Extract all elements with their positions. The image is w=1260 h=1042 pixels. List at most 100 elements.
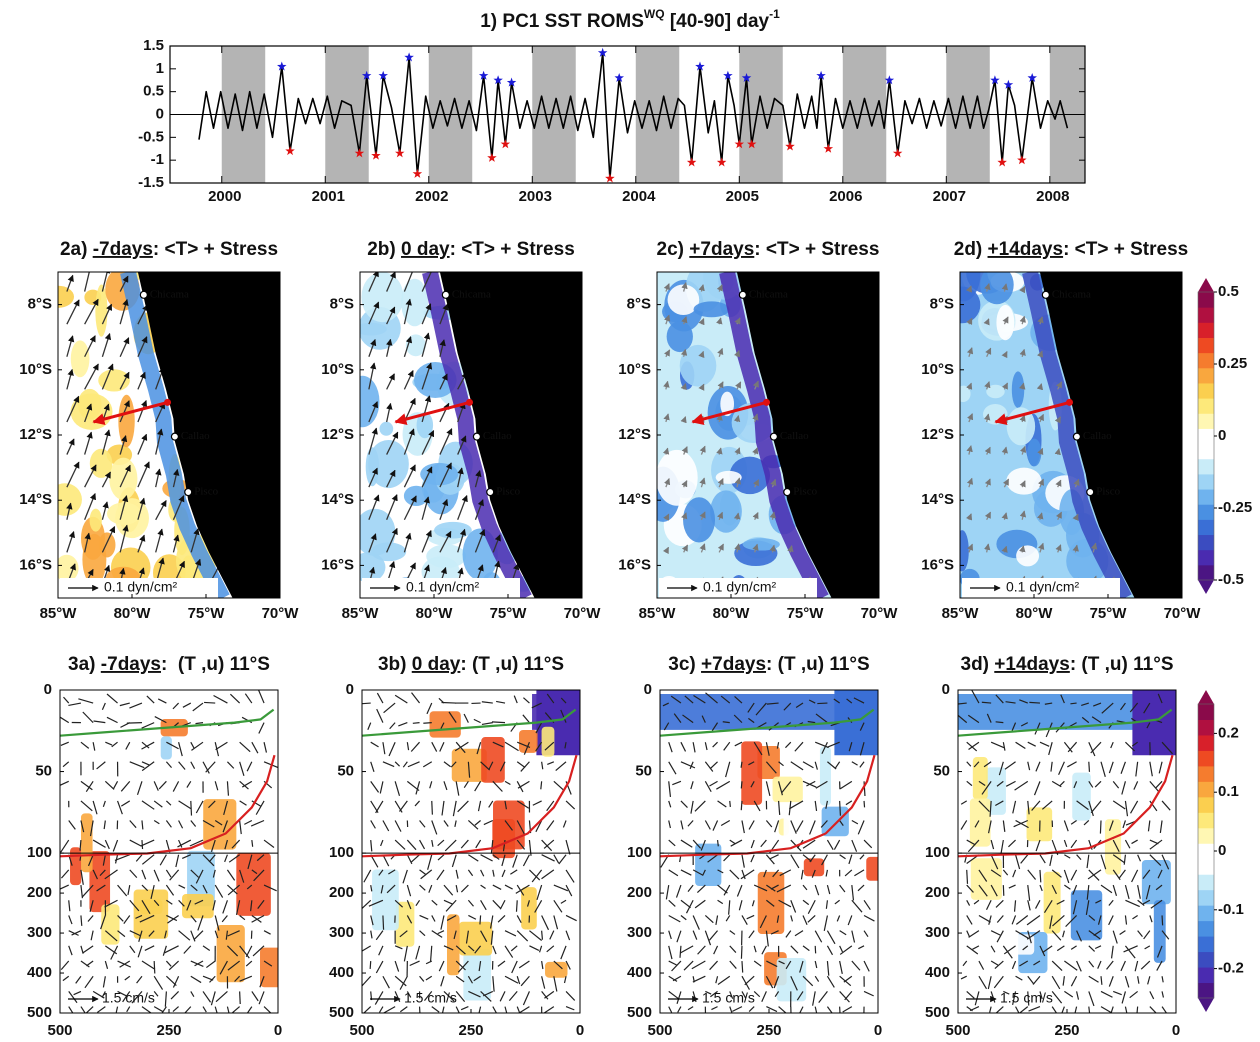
mean-stress-origin xyxy=(763,398,771,406)
current-arrow xyxy=(68,991,78,1004)
current-arrow xyxy=(1120,761,1126,774)
colorbar-swatch xyxy=(1198,750,1214,767)
current-arrow xyxy=(1011,960,1017,970)
y-tick-label: 12°S xyxy=(321,426,354,443)
anomaly-patch xyxy=(260,947,278,988)
y-tick-label: 12°S xyxy=(921,426,954,443)
event-star xyxy=(395,148,405,158)
y-tick-label: 400 xyxy=(627,964,652,981)
stress-arrow xyxy=(368,338,377,357)
current-arrow xyxy=(692,869,704,876)
colorbar-swatch xyxy=(1198,874,1214,891)
colorbar-swatch xyxy=(1198,936,1214,953)
current-arrow xyxy=(403,945,408,962)
stress-arrow xyxy=(716,284,723,292)
current-arrow xyxy=(814,800,818,812)
stress-arrow xyxy=(66,274,74,292)
current-arrow xyxy=(228,854,240,863)
current-arrow xyxy=(729,945,737,953)
current-arrow xyxy=(178,820,184,829)
current-arrow xyxy=(382,761,395,768)
current-arrow xyxy=(796,820,804,832)
current-arrow xyxy=(790,854,800,869)
current-arrow xyxy=(815,713,828,724)
current-arrow xyxy=(451,854,457,868)
y-tick-label: 16°S xyxy=(321,556,354,573)
current-arrow xyxy=(169,869,180,881)
y-tick-label: 8°S xyxy=(330,296,354,313)
current-arrow xyxy=(490,930,494,945)
current-arrow xyxy=(853,697,865,704)
current-arrow xyxy=(766,702,779,705)
current-arrow xyxy=(480,884,486,889)
place-label: Pisco xyxy=(793,486,817,498)
current-arrow xyxy=(1108,915,1114,926)
current-arrow xyxy=(104,780,115,790)
current-arrow xyxy=(431,800,433,815)
event-star xyxy=(361,70,372,80)
stress-arrow xyxy=(717,381,724,390)
current-arrow xyxy=(1101,702,1114,714)
current-arrow xyxy=(473,975,481,982)
current-arrow xyxy=(409,960,420,967)
stress-arrow xyxy=(735,381,742,390)
current-arrow xyxy=(1020,722,1029,727)
current-arrow xyxy=(996,915,1004,923)
current-arrow xyxy=(212,900,216,911)
current-arrow xyxy=(467,945,475,952)
scale-box xyxy=(659,578,817,598)
current-arrow xyxy=(474,820,481,826)
current-arrow xyxy=(1149,1006,1157,1013)
colorbar-swatch xyxy=(1198,473,1214,490)
current-arrow xyxy=(455,869,459,879)
stress-arrow xyxy=(119,371,130,390)
current-arrow xyxy=(705,692,718,704)
y-tick-label: 500 xyxy=(925,1004,950,1021)
current-arrow xyxy=(488,761,494,770)
current-arrow xyxy=(239,800,247,806)
current-arrow xyxy=(1063,869,1070,884)
current-arrow xyxy=(380,839,384,847)
current-arrow xyxy=(1110,741,1114,749)
current-arrow xyxy=(437,839,445,847)
place-marker xyxy=(1072,432,1082,441)
current-arrow xyxy=(394,694,408,704)
stress-arrow xyxy=(119,524,129,553)
current-arrow xyxy=(436,869,445,881)
current-arrow xyxy=(190,741,195,749)
stress-arrow xyxy=(421,272,435,292)
current-arrow xyxy=(154,716,167,724)
current-arrow xyxy=(827,761,837,770)
scale-label: 1.5 cm/s xyxy=(1000,990,1053,1006)
current-arrow xyxy=(668,914,681,923)
current-arrow xyxy=(1008,884,1016,889)
current-arrow xyxy=(1043,899,1053,914)
current-arrow xyxy=(394,839,406,850)
current-arrow xyxy=(1061,1006,1065,1013)
stress-arrow xyxy=(84,298,99,325)
land xyxy=(736,272,879,598)
current-arrow xyxy=(467,899,474,907)
current-arrow xyxy=(370,741,379,748)
current-arrow xyxy=(131,991,143,1004)
current-arrow xyxy=(250,819,265,827)
current-arrow xyxy=(1022,945,1029,951)
colorbar-swatch xyxy=(1198,489,1214,505)
panel-rest: : (T ,u) 11°S xyxy=(766,654,870,675)
stress-arrow xyxy=(663,349,671,358)
current-arrow xyxy=(226,945,239,957)
x-tick-label: 75°W xyxy=(787,605,825,622)
current-arrow xyxy=(863,781,866,797)
place-label: Callao xyxy=(181,430,210,442)
stress-arrow xyxy=(698,318,705,326)
current-arrow xyxy=(553,960,563,970)
current-arrow xyxy=(222,900,228,914)
stress-arrow xyxy=(101,303,113,325)
stress-arrow xyxy=(66,461,80,488)
current-arrow xyxy=(1026,930,1041,940)
current-arrow xyxy=(1124,915,1128,925)
current-arrow xyxy=(370,780,380,793)
current-arrow xyxy=(1014,854,1021,870)
current-arrow xyxy=(1002,869,1009,876)
current-arrow xyxy=(734,695,743,704)
